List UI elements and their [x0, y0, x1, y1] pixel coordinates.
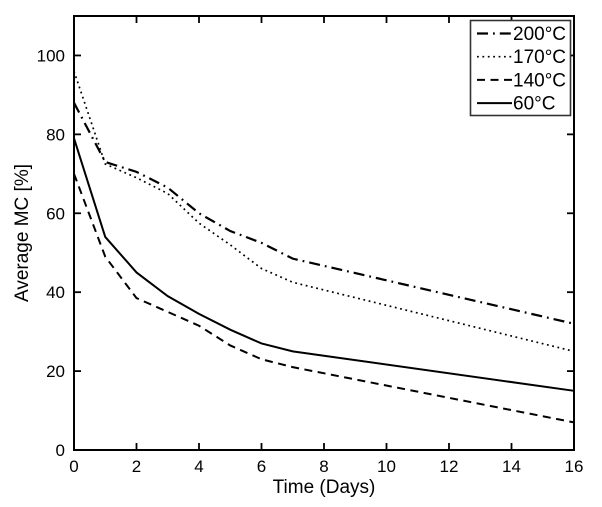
x-tick-label: 10: [377, 457, 396, 476]
legend-label: 140°C: [513, 70, 566, 91]
x-tick-label: 12: [440, 457, 459, 476]
y-tick-label: 20: [46, 362, 65, 381]
y-tick-label: 100: [37, 46, 65, 65]
plot-curves: [73, 70, 575, 424]
x-tick-label: 2: [132, 457, 141, 476]
series-line-60c: [73, 138, 575, 392]
y-tick-label: 80: [46, 125, 65, 144]
tick-labels: 0 2 4 6 8 10 12 14 16 0 20 40 60 80 100: [37, 46, 584, 476]
series-line-200c: [73, 102, 575, 325]
x-tick-label: 8: [319, 457, 328, 476]
legend-label: 200°C: [513, 24, 566, 45]
x-axis-label: Time (Days): [273, 477, 376, 498]
series-line-140c: [73, 173, 575, 424]
series-line-170c: [73, 70, 575, 353]
y-tick-label: 0: [56, 441, 65, 460]
x-tick-label: 16: [565, 457, 584, 476]
x-tick-label: 6: [257, 457, 266, 476]
axes: [73, 15, 575, 451]
y-axis-label: Average MC [%]: [12, 164, 33, 302]
legend-box: [469, 19, 572, 117]
x-tick-label: 14: [502, 457, 521, 476]
y-tick-label: 60: [46, 204, 65, 223]
y-tick-label: 40: [46, 283, 65, 302]
x-tick-label: 4: [194, 457, 203, 476]
x-tick-label: 0: [69, 457, 78, 476]
legend-label: 60°C: [513, 94, 555, 115]
legend-label: 170°C: [513, 47, 566, 68]
